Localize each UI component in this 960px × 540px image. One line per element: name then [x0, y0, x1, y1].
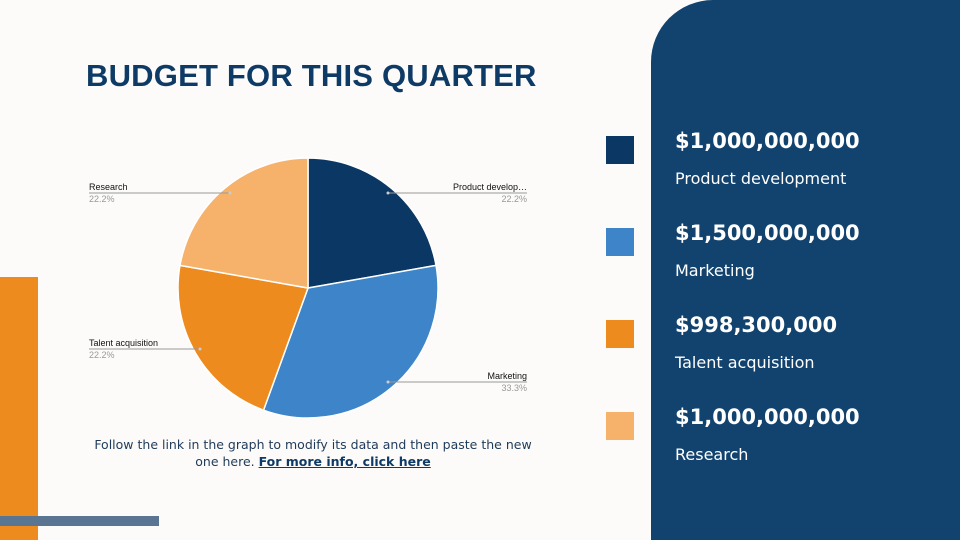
side-panel [651, 0, 960, 540]
leader-dot [228, 191, 232, 195]
slice-value-label: 22.2% [89, 194, 115, 204]
slice-value-label: 33.3% [501, 383, 527, 393]
slice-label: Research [89, 182, 128, 192]
info-link[interactable]: For more info, click here [258, 454, 431, 469]
caption: Follow the link in the graph to modify i… [92, 436, 534, 470]
budget-amount: $1,000,000,000 [675, 129, 860, 153]
caption-text: Follow the link in the graph to modify i… [94, 437, 532, 469]
pie-slice [177, 264, 310, 412]
leader-dot [386, 380, 390, 384]
budget-label: Marketing [675, 261, 755, 280]
accent-bar [0, 277, 38, 540]
legend-swatch [606, 412, 634, 440]
slice-label: Talent acquisition [89, 338, 158, 348]
legend-swatch [606, 228, 634, 256]
pie-slice [262, 264, 439, 419]
slice-label: Marketing [487, 371, 527, 381]
budget-amount: $1,500,000,000 [675, 221, 860, 245]
budget-label: Research [675, 445, 749, 464]
pie-chart: Product develop… 22.2% Marketing 33.3% Talen… [89, 157, 527, 419]
slice-value-label: 22.2% [501, 194, 527, 204]
budget-label: Product development [675, 169, 847, 188]
legend-swatch [606, 320, 634, 348]
pie-slice [179, 157, 309, 289]
pie-slice [307, 157, 437, 289]
budget-amount: $998,300,000 [675, 313, 838, 337]
slide-title: BUDGET FOR THIS QUARTER [86, 58, 537, 93]
slice-value-label: 22.2% [89, 350, 115, 360]
legend-swatch [606, 136, 634, 164]
leader-dot [198, 347, 202, 351]
budget-label: Talent acquisition [675, 353, 815, 372]
accent-line [0, 516, 159, 526]
slice-label: Product develop… [453, 182, 527, 192]
budget-amount: $1,000,000,000 [675, 405, 860, 429]
leader-dot [386, 191, 390, 195]
